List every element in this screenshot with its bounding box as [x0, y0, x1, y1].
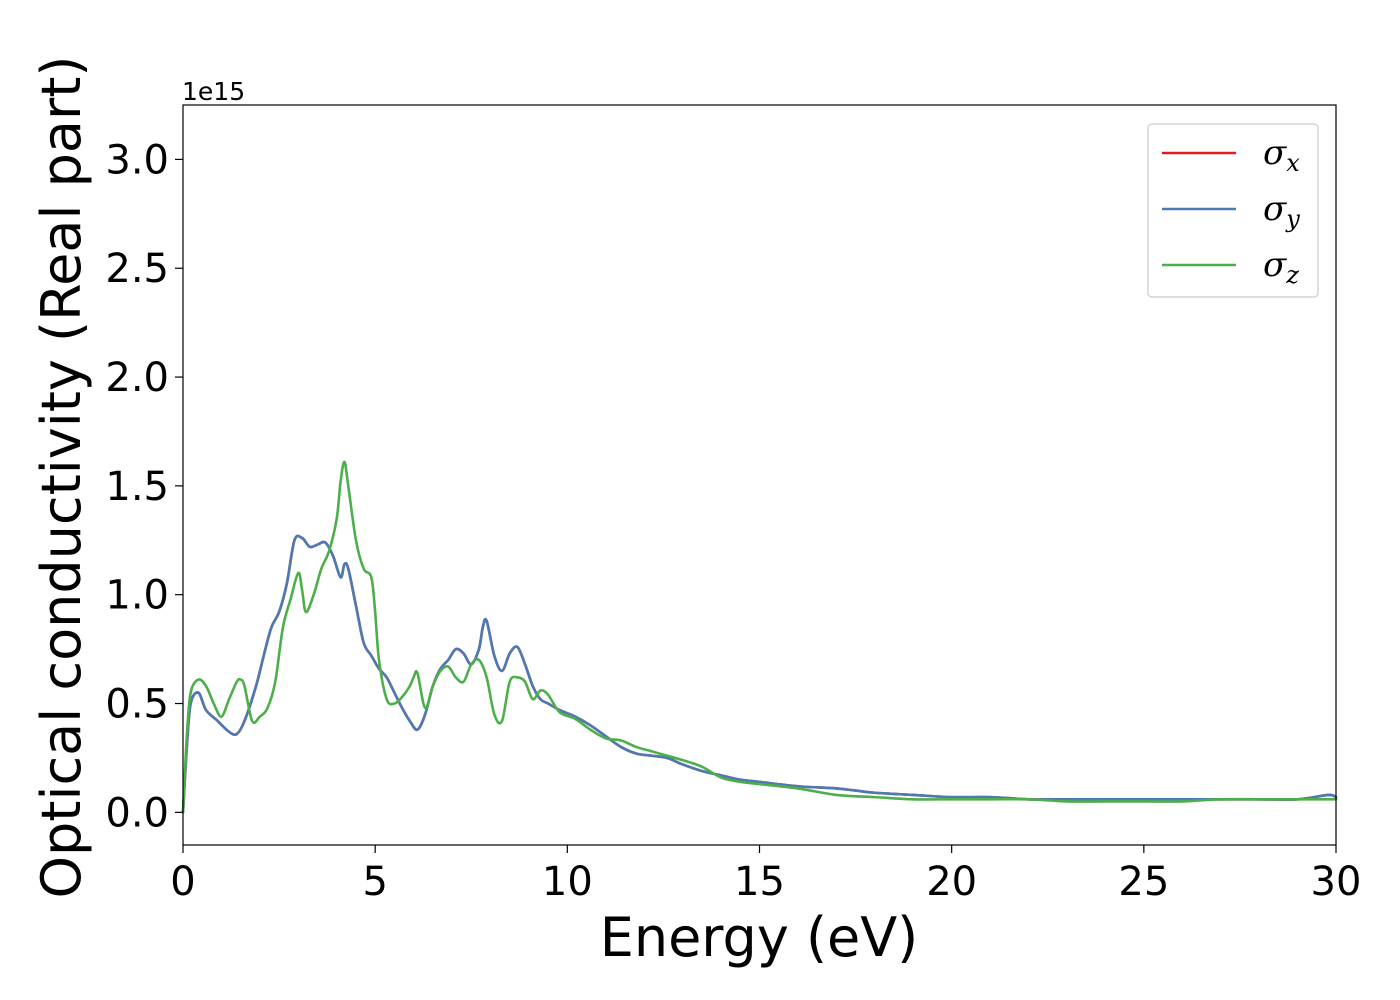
y-axis-ticks: 0.0 0.5 1.0 1.5 2.0 2.5 3.0: [105, 137, 183, 836]
y-tick-label: 2.0: [105, 355, 169, 401]
x-tick-label: 5: [362, 859, 387, 905]
y-tick-label: 0.0: [105, 790, 169, 836]
series-line-sigma-z: [181, 460, 1338, 814]
y-tick-label: 0.5: [105, 682, 169, 728]
x-tick-label: 25: [1118, 859, 1169, 905]
x-tick-label: 15: [734, 859, 785, 905]
legend: σx σy σz: [1147, 123, 1319, 298]
y-tick-label: 3.0: [105, 137, 169, 183]
x-axis-label: Energy (eV): [600, 906, 919, 969]
y-tick-label: 1.0: [105, 573, 169, 619]
x-tick-label: 20: [926, 859, 977, 905]
legend-box: [1147, 123, 1319, 298]
y-axis-label: Optical conductivity (Real part): [30, 56, 93, 899]
legend-label-sigma-x: σx: [1263, 133, 1300, 177]
x-tick-label: 10: [542, 859, 593, 905]
x-tick-label: 30: [1311, 859, 1362, 905]
legend-label-sigma-z: σz: [1263, 245, 1299, 289]
y-tick-label: 1.5: [105, 464, 169, 510]
x-axis-ticks: 0 5 10 15 20 25 30: [170, 845, 1361, 905]
series-line-sigma-y: [181, 534, 1338, 814]
legend-label-sigma-y: σy: [1263, 189, 1300, 233]
plot-lines: [181, 460, 1338, 814]
x-tick-label: 0: [170, 859, 195, 905]
y-tick-label: 2.5: [105, 246, 169, 292]
y-offset-text: 1e15: [182, 77, 245, 106]
